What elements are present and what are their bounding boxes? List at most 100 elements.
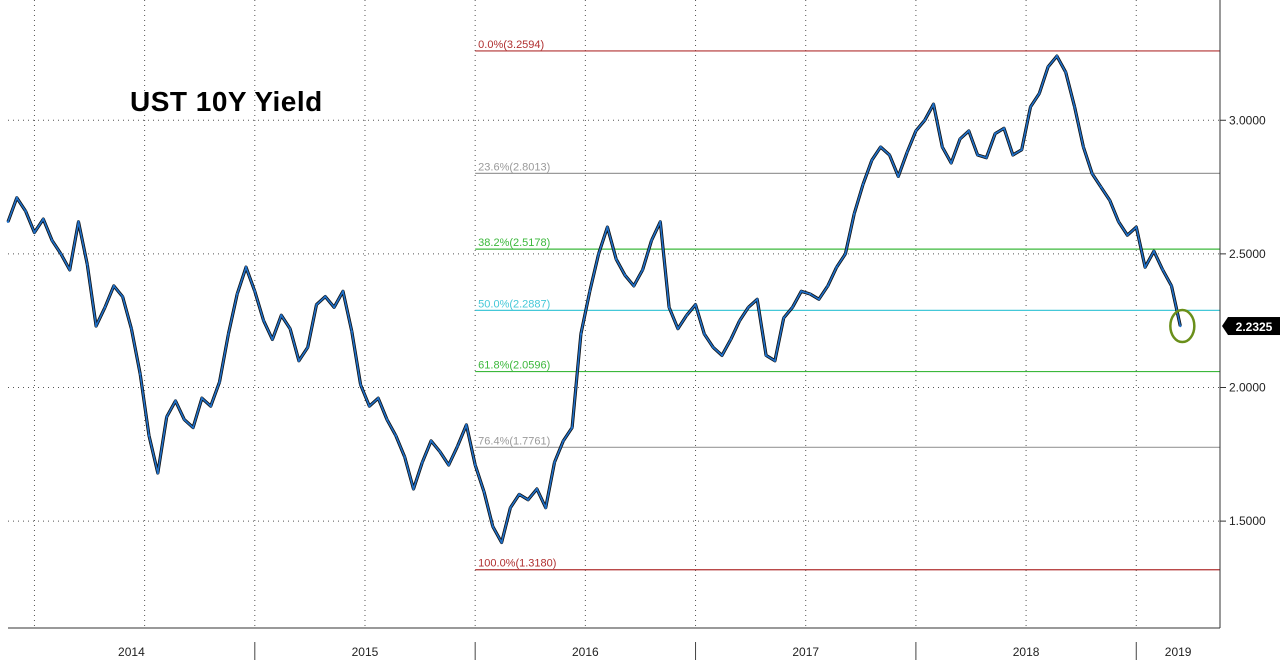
- series-point-72: [641, 268, 644, 272]
- series-point-120: [1064, 70, 1067, 74]
- series-point-10: [94, 324, 98, 328]
- series-point-0: [6, 220, 10, 224]
- series-line: [7, 55, 1182, 544]
- series-point-11: [103, 306, 107, 309]
- series-point-117: [1038, 92, 1041, 95]
- series-point-102: [905, 151, 909, 154]
- series-point-44: [394, 434, 398, 437]
- series-point-3: [33, 231, 36, 234]
- series-point-1: [15, 196, 19, 199]
- x-tick-label-1: 2015: [352, 645, 379, 659]
- fib-label-2: 38.2%(2.5178): [478, 237, 550, 249]
- series-point-114: [1011, 153, 1015, 157]
- series-point-42: [377, 396, 380, 400]
- series-point-51: [456, 445, 459, 448]
- series-point-74: [659, 220, 662, 224]
- series-point-71: [632, 284, 636, 288]
- fib-label-4: 61.8%(2.0596): [478, 360, 550, 372]
- series-point-70: [623, 274, 627, 277]
- series-point-43: [385, 418, 389, 421]
- series-point-83: [738, 319, 741, 322]
- series-point-127: [1126, 233, 1129, 237]
- series-point-129: [1143, 266, 1147, 269]
- x-tick-label-2: 2016: [572, 645, 599, 659]
- series-point-105: [932, 103, 935, 106]
- series-point-80: [711, 346, 715, 349]
- fib-label-3: 50.0%(2.2887): [478, 298, 550, 310]
- series-point-126: [1117, 220, 1120, 224]
- series-point-124: [1099, 185, 1103, 189]
- series-point-85: [756, 298, 759, 301]
- series-point-37: [332, 306, 336, 309]
- series-point-30: [271, 338, 274, 341]
- series-point-38: [341, 290, 345, 293]
- last-value-label: 2.2325: [1236, 320, 1273, 334]
- series-point-56: [500, 541, 503, 544]
- series-point-49: [438, 450, 442, 453]
- series-point-94: [835, 266, 838, 269]
- series-point-50: [447, 463, 450, 467]
- series-point-69: [615, 258, 618, 261]
- series-point-115: [1020, 148, 1023, 151]
- fib-label-5: 76.4%(1.7761): [478, 435, 550, 447]
- series-point-95: [844, 252, 847, 256]
- series-point-39: [350, 330, 353, 333]
- series-point-87: [773, 359, 777, 362]
- series-point-26: [235, 292, 239, 296]
- series-point-8: [77, 220, 80, 224]
- series-point-29: [262, 319, 265, 322]
- series-point-65: [579, 332, 583, 336]
- series-point-48: [429, 439, 433, 443]
- series-point-5: [50, 239, 54, 242]
- series-point-86: [764, 354, 768, 357]
- series-point-59: [526, 498, 530, 501]
- series-point-18: [165, 415, 168, 419]
- series-point-47: [421, 461, 424, 464]
- last-value-box: [1228, 317, 1280, 336]
- series-point-60: [535, 487, 539, 491]
- series-point-93: [826, 284, 829, 288]
- series-point-63: [562, 439, 565, 443]
- series-point-20: [183, 418, 186, 421]
- series-point-82: [729, 338, 732, 341]
- last-value-marker: 2.2325: [1169, 308, 1280, 344]
- series-point-66: [588, 290, 591, 293]
- series-point-62: [553, 461, 556, 464]
- series-point-99: [879, 145, 882, 149]
- series-point-14: [130, 327, 133, 330]
- chart-title: UST 10Y Yield: [130, 86, 323, 117]
- series-point-61: [544, 506, 547, 509]
- series-point-52: [465, 423, 468, 427]
- series-point-81: [720, 354, 724, 357]
- series-point-55: [491, 525, 494, 528]
- series-point-32: [288, 327, 292, 330]
- series-point-107: [949, 161, 953, 165]
- series-point-109: [967, 129, 970, 133]
- series-point-97: [861, 183, 865, 186]
- series-point-23: [209, 404, 212, 408]
- fib-label-6: 100.0%(1.3180): [478, 558, 556, 570]
- series-point-7: [68, 268, 71, 272]
- series-point-104: [923, 119, 926, 122]
- y-tick-label-3: 3.0000: [1229, 113, 1266, 127]
- series-point-111: [985, 156, 988, 159]
- series-point-9: [86, 263, 89, 266]
- series-point-41: [368, 404, 371, 408]
- series-point-68: [606, 225, 609, 229]
- series-point-53: [473, 463, 477, 467]
- series-point-78: [694, 303, 697, 306]
- series-point-76: [676, 327, 680, 330]
- series-point-130: [1152, 250, 1156, 253]
- series-point-17: [156, 471, 160, 475]
- series-point-91: [808, 292, 812, 296]
- x-tick-label-0: 2014: [118, 645, 145, 659]
- fib-label-0: 0.0%(3.2594): [478, 39, 544, 51]
- series-point-24: [218, 380, 221, 384]
- highlight-circle: [1169, 308, 1196, 344]
- series-point-33: [297, 359, 301, 362]
- series-point-67: [597, 252, 600, 256]
- series-point-36: [324, 295, 327, 298]
- series-point-133: [1179, 324, 1182, 328]
- series-point-131: [1161, 268, 1164, 272]
